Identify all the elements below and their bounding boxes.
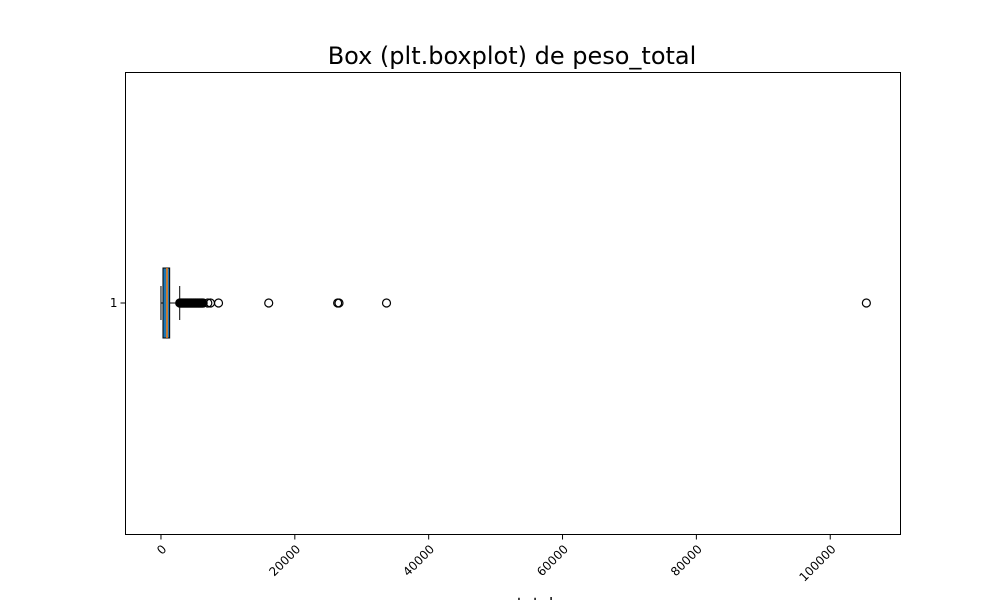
plot-area <box>160 267 871 339</box>
x-tick-label: 80000 <box>668 542 705 579</box>
y-tick-label: 1 <box>110 296 118 310</box>
axes-frame <box>125 72 901 535</box>
x-tick-label: 40000 <box>400 542 437 579</box>
chart-title: Box (plt.boxplot) de peso_total <box>328 42 697 70</box>
outlier-point <box>198 298 208 308</box>
x-tick-label: 20000 <box>266 542 303 579</box>
outlier-point <box>264 298 274 308</box>
x-axis: 0 20000 40000 60000 80000 100000 <box>154 534 839 584</box>
outlier-point <box>861 298 871 308</box>
outlier-point <box>203 298 213 308</box>
x-axis-title: peso_total <box>471 594 554 600</box>
outlier-point <box>381 298 392 308</box>
x-tick-label: 100000 <box>796 542 838 584</box>
x-tick-label: 0 <box>154 542 169 557</box>
x-tick-label: 60000 <box>534 542 571 579</box>
outlier-point <box>334 298 344 308</box>
y-axis: 1 <box>110 296 126 310</box>
outlier-point <box>213 298 224 308</box>
